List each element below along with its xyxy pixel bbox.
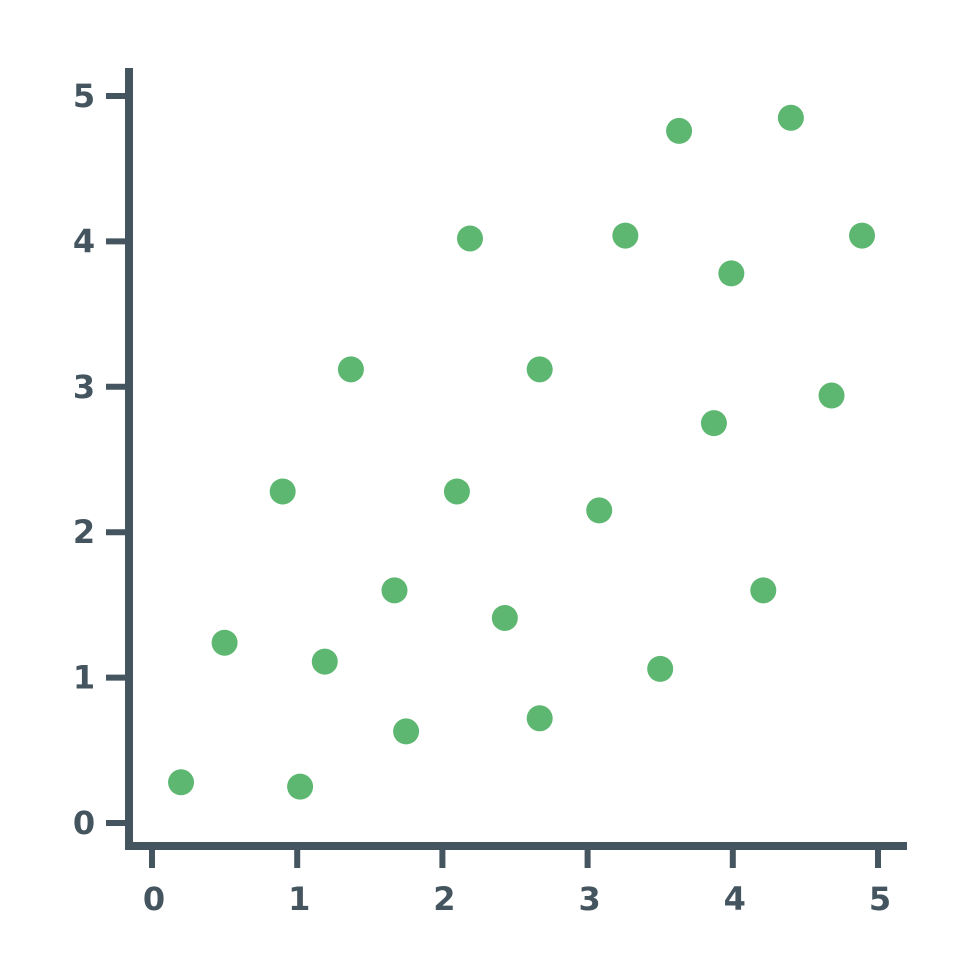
scatter-point bbox=[526, 356, 553, 383]
scatter-point bbox=[443, 478, 470, 505]
scatter-point bbox=[647, 655, 674, 682]
data-points bbox=[168, 104, 876, 800]
scatter-point bbox=[211, 629, 238, 656]
scatter-point bbox=[700, 410, 727, 437]
y-axis-ticks: 0 1 2 3 4 5 bbox=[73, 77, 132, 842]
scatter-point bbox=[393, 718, 420, 745]
scatter-point bbox=[777, 104, 804, 131]
y-tick-label: 1 bbox=[73, 659, 95, 697]
x-tick-label: 3 bbox=[578, 880, 600, 918]
scatter-point bbox=[491, 604, 518, 631]
scatter-point bbox=[168, 769, 195, 796]
scatter-point bbox=[818, 382, 845, 409]
scatter-point bbox=[311, 648, 338, 675]
scatter-point bbox=[526, 705, 553, 732]
scatter-point bbox=[337, 356, 364, 383]
x-tick-label: 0 bbox=[143, 880, 165, 918]
x-axis-ticks: 0 1 2 3 4 5 bbox=[143, 848, 891, 918]
scatter-point bbox=[381, 577, 408, 604]
axes: 0 1 2 3 4 5 0 1 2 3 4 5 bbox=[73, 68, 907, 918]
y-tick-label: 3 bbox=[73, 368, 95, 406]
y-tick-label: 2 bbox=[73, 513, 95, 551]
scatter-point bbox=[750, 577, 777, 604]
scatter-point bbox=[586, 497, 613, 524]
scatter-point bbox=[666, 117, 693, 144]
y-tick-label: 5 bbox=[73, 77, 95, 115]
scatter-point bbox=[456, 225, 483, 252]
scatter-point bbox=[287, 773, 314, 800]
x-tick-label: 1 bbox=[288, 880, 310, 918]
scatter-point bbox=[718, 260, 745, 287]
y-tick-label: 4 bbox=[73, 222, 95, 260]
scatter-point bbox=[269, 478, 296, 505]
x-tick-label: 2 bbox=[433, 880, 455, 918]
scatter-point bbox=[612, 222, 639, 249]
x-tick-label: 5 bbox=[869, 880, 891, 918]
y-tick-label: 0 bbox=[73, 804, 95, 842]
x-tick-label: 4 bbox=[724, 880, 746, 918]
scatter-point bbox=[849, 222, 876, 249]
